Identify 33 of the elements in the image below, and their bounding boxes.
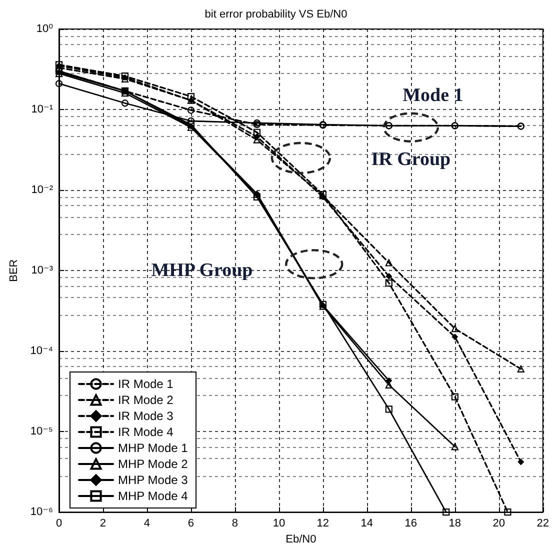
x-tick-label: 20 [492, 518, 506, 530]
y-tick-label: 10⁻² [31, 184, 54, 196]
y-tick-label: 10⁻⁵ [30, 426, 53, 438]
x-tick-label: 4 [144, 518, 150, 530]
legend-label: IR Mode 1 [118, 377, 174, 391]
x-tick-label: 14 [360, 518, 374, 530]
x-tick-label: 16 [404, 518, 418, 530]
legend-label: IR Mode 4 [118, 425, 174, 439]
y-tick-label: 10⁻⁶ [30, 506, 53, 518]
y-axis-title: BER [8, 259, 20, 282]
annotation: Mode 1 [402, 84, 464, 106]
x-tick-label: 2 [100, 518, 106, 530]
chart-title: bit error probability VS Eb/N0 [204, 8, 348, 20]
legend-label: IR Mode 2 [118, 393, 174, 407]
legend-label: MHP Mode 4 [118, 489, 188, 503]
x-tick-label: 10 [272, 518, 286, 530]
y-tick-label: 10⁰ [36, 23, 54, 35]
annotation: IR Group [371, 148, 451, 170]
x-tick-label: 22 [536, 518, 550, 530]
y-tick-label: 10⁻³ [31, 264, 54, 277]
x-tick-label: 12 [316, 518, 330, 530]
x-tick-label: 8 [232, 518, 238, 530]
annotation: MHP Group [151, 260, 253, 282]
x-tick-label: 18 [448, 518, 462, 530]
x-tick-label: 0 [56, 518, 62, 530]
x-tick-label: 6 [188, 518, 194, 530]
y-tick-label: 10⁻¹ [31, 104, 54, 116]
legend-label: MHP Mode 3 [118, 473, 188, 487]
legend-label: MHP Mode 1 [118, 441, 188, 455]
legend-label: IR Mode 3 [118, 409, 174, 423]
y-tick-label: 10⁻⁴ [30, 345, 54, 358]
legend-label: MHP Mode 2 [118, 457, 188, 471]
x-axis-title: Eb/N0 [286, 534, 316, 546]
